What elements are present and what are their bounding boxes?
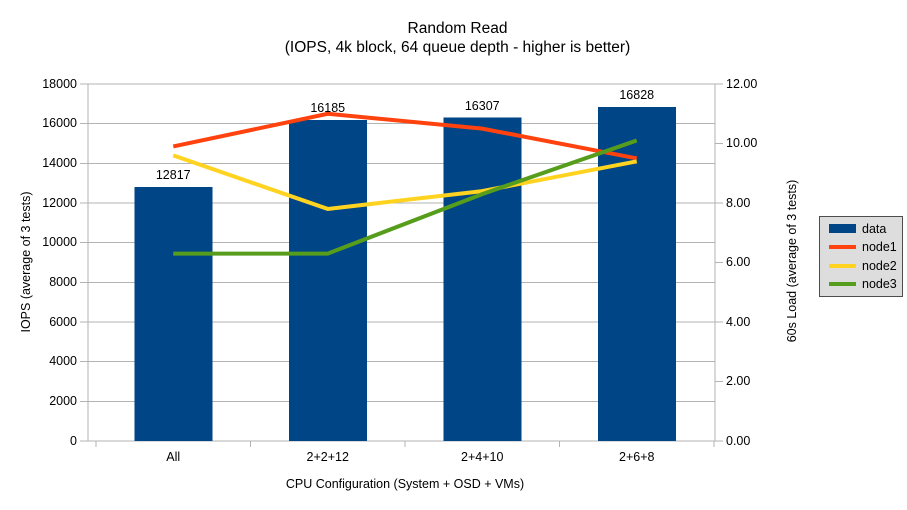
- line-node1: [172, 111, 638, 161]
- legend: data node1 node2 node3: [819, 216, 903, 297]
- x-axis-title: CPU Configuration (System + OSD + VMs): [285, 477, 525, 491]
- legend-label-node1: node1: [862, 240, 897, 255]
- legend-label-node2: node2: [862, 258, 897, 273]
- left-axis-title: IOPS (average of 3 tests): [19, 191, 33, 333]
- chart-subtitle: (IOPS, 4k block, 64 queue depth - higher…: [284, 39, 631, 56]
- right-axis-title: 60s Load (average of 3 tests): [785, 179, 799, 343]
- legend-label-node3: node3: [862, 277, 897, 292]
- legend-swatch-node1: [829, 245, 856, 250]
- legend-entry-node2: node2: [829, 259, 902, 273]
- legend-swatch-data: [829, 224, 856, 234]
- legend-entry-data: data: [829, 222, 902, 236]
- legend-swatch-node3: [829, 282, 856, 287]
- chart-title: Random Read: [407, 20, 508, 37]
- bar-data-2+2+12: [288, 119, 367, 441]
- legend-label-data: data: [862, 221, 887, 236]
- line-node3: [173, 138, 638, 256]
- legend-entry-node1: node1: [829, 240, 902, 254]
- line-node2: [172, 153, 638, 211]
- legend-swatch-node2: [829, 263, 856, 268]
- legend-entry-node3: node3: [829, 277, 902, 291]
- bar-data-All: [134, 186, 213, 441]
- bar-data-2+4+10: [443, 117, 522, 442]
